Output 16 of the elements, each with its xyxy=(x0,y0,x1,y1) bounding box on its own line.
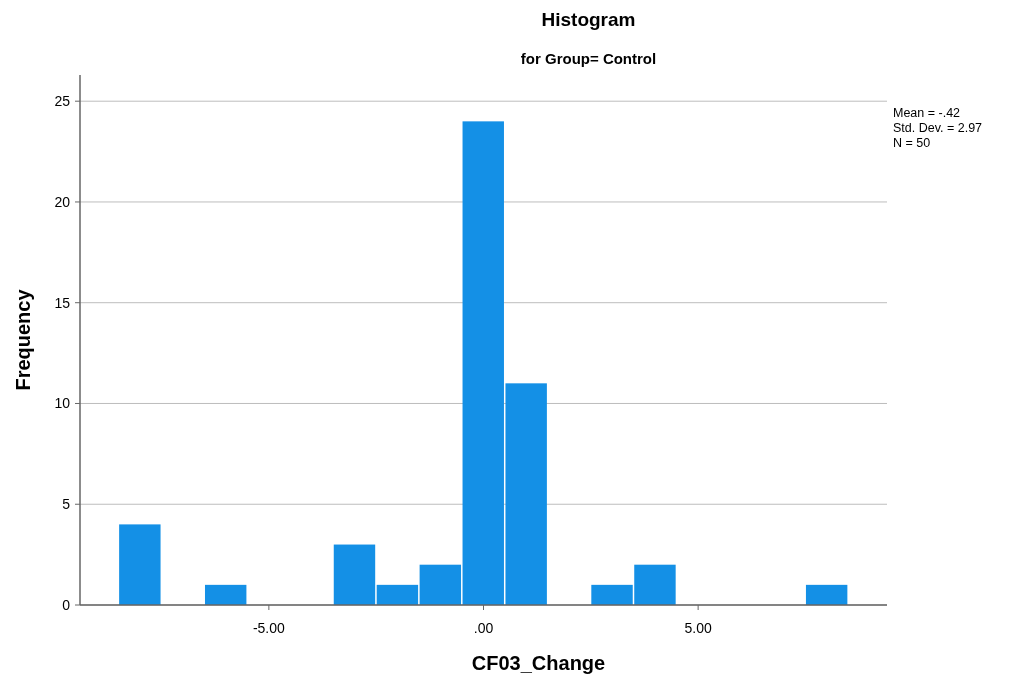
y-tick-label: 10 xyxy=(54,395,71,412)
y-tick-label: 0 xyxy=(62,596,71,613)
text: Std. Dev. = 2.97 xyxy=(893,121,983,135)
x-tick-label: 5.00 xyxy=(684,620,712,636)
y-tick-label: 5 xyxy=(62,496,71,513)
text: N = 50 xyxy=(893,136,931,150)
x-tick-label: -5.00 xyxy=(252,620,286,636)
y-axis-title: Frequency xyxy=(12,288,34,391)
x-axis-title: CF03_Change xyxy=(471,652,606,674)
y-tick-label: 25 xyxy=(54,93,71,110)
text: Mean = -.42 xyxy=(893,106,961,120)
chart-title: Histogram xyxy=(541,9,636,30)
chart-subtitle: for Group= Control xyxy=(520,50,657,67)
y-tick-label: 20 xyxy=(54,193,71,210)
y-tick-label: 15 xyxy=(54,294,71,311)
x-tick-label: .00 xyxy=(473,620,494,636)
